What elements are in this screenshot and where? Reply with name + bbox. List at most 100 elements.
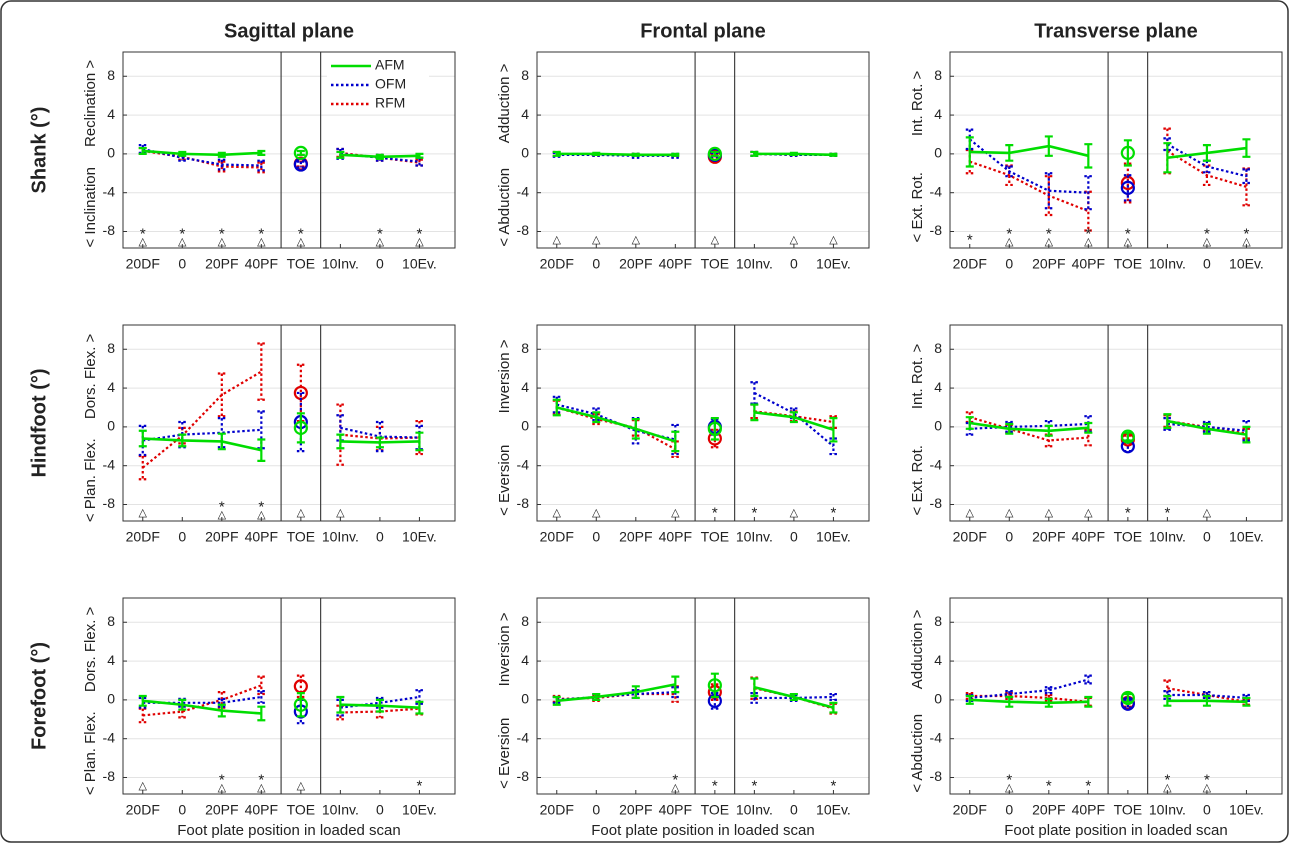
y-label-bottom: < Abduction (909, 714, 926, 793)
error-bar (375, 698, 384, 713)
significance-triangle: △ (553, 234, 562, 246)
error-bar (415, 152, 424, 159)
error-bar (178, 433, 187, 448)
x-tick-label: 0 (1005, 256, 1013, 272)
error-bar (710, 672, 719, 699)
series-line (754, 695, 834, 700)
y-label-bottom: < Ext. Rot. (909, 445, 926, 515)
x-tick-label: 10Ev. (402, 529, 437, 545)
significance-triangle: △ (218, 782, 227, 794)
error-bar (631, 685, 640, 700)
x-tick-label: 10Inv. (1149, 256, 1186, 272)
y-label-top: Adduction > (496, 63, 513, 143)
axes-box (949, 324, 1283, 522)
x-tick-label: 40PF (659, 256, 692, 272)
error-bar (710, 417, 719, 441)
y-tick-label: 8 (521, 613, 529, 629)
y-tick-label: 8 (107, 613, 115, 629)
point-marker (1120, 429, 1135, 444)
significance-star: * (377, 225, 383, 242)
significance-triangle: △ (632, 234, 641, 246)
error-bar (1202, 422, 1211, 435)
y-label-bottom: < Plan. Flex. (82, 711, 99, 795)
error-bar (257, 159, 266, 172)
y-tick-label: -8 (930, 222, 943, 238)
error-bar (217, 703, 226, 718)
x-tick-label: 40PF (659, 529, 692, 545)
significance-triangle: △ (1005, 782, 1014, 794)
y-tick-label: -4 (103, 729, 116, 745)
error-bar (217, 432, 226, 451)
error-bar (217, 158, 226, 171)
error-bar (217, 417, 226, 449)
point-marker (1120, 690, 1135, 706)
y-tick-label: 0 (934, 418, 942, 434)
error-bar (1202, 694, 1211, 707)
row-label: Hindfoot (°) (28, 368, 50, 477)
error-bar (1044, 175, 1053, 217)
error-bar (1084, 695, 1093, 708)
y-tick-label: 4 (107, 106, 115, 122)
plot-area (537, 325, 869, 521)
x-tick-label: 10Ev. (1229, 529, 1264, 545)
x-tick-label: 10Ev. (402, 256, 437, 272)
error-bar (1044, 693, 1053, 702)
error-bar (257, 342, 266, 401)
plot-area (950, 325, 1282, 521)
x-tick-label: 20DF (126, 802, 160, 818)
y-label-bottom: < Eversion (496, 445, 513, 516)
error-bar (1084, 421, 1093, 434)
y-tick-label: -8 (103, 495, 116, 511)
error-bar (1242, 696, 1251, 707)
significance-triangle: △ (1084, 236, 1093, 248)
x-tick-label: TOE (701, 529, 730, 545)
x-tick-label: 20DF (126, 256, 160, 272)
significance-triangle: △ (1005, 236, 1014, 248)
error-bar (257, 438, 266, 462)
error-bar (710, 691, 719, 710)
y-tick-label: -8 (930, 495, 943, 511)
x-tick-label: TOE (701, 256, 730, 272)
x-tick-label: TOE (287, 802, 316, 818)
y-tick-label: -4 (103, 456, 116, 472)
x-tick-label: 0 (1203, 256, 1211, 272)
x-tick-label: 0 (178, 529, 186, 545)
y-tick-label: -8 (930, 768, 943, 784)
significance-triangle: △ (257, 782, 266, 794)
significance-star: * (417, 777, 423, 794)
error-bar (710, 150, 719, 157)
error-bar (829, 692, 838, 701)
x-tick-label: 20DF (953, 256, 987, 272)
y-label-top: Int. Rot. > (909, 343, 926, 409)
significance-triangle: △ (1084, 507, 1093, 519)
error-bar (1242, 168, 1251, 185)
x-tick-label: 0 (592, 529, 600, 545)
x-tick-label: 40PF (245, 256, 278, 272)
x-tick-label: 0 (790, 802, 798, 818)
y-tick-label: -4 (517, 456, 530, 472)
error-bar (1005, 422, 1014, 435)
error-bar (750, 150, 759, 157)
x-tick-label: 10Inv. (322, 802, 359, 818)
error-bar (1044, 172, 1053, 210)
error-bar (671, 430, 680, 453)
error-bar (1005, 144, 1014, 162)
x-tick-label: TOE (287, 529, 316, 545)
series-line (969, 416, 1089, 442)
x-tick-label: 0 (1005, 529, 1013, 545)
x-tick-label: 20PF (619, 802, 652, 818)
legend-label: OFM (375, 76, 406, 92)
y-tick-label: 0 (521, 691, 529, 707)
error-bar (965, 136, 974, 168)
significance-triangle: △ (139, 236, 148, 248)
plot-area (123, 598, 455, 794)
significance-triangle: △ (1005, 507, 1014, 519)
error-bar (1123, 139, 1132, 167)
y-tick-label: -8 (517, 495, 530, 511)
significance-star: * (140, 225, 146, 242)
y-tick-label: -4 (930, 456, 943, 472)
error-bar (257, 705, 266, 722)
series-line (142, 699, 262, 715)
error-bar (178, 698, 187, 711)
significance-triangle: △ (1203, 236, 1212, 248)
